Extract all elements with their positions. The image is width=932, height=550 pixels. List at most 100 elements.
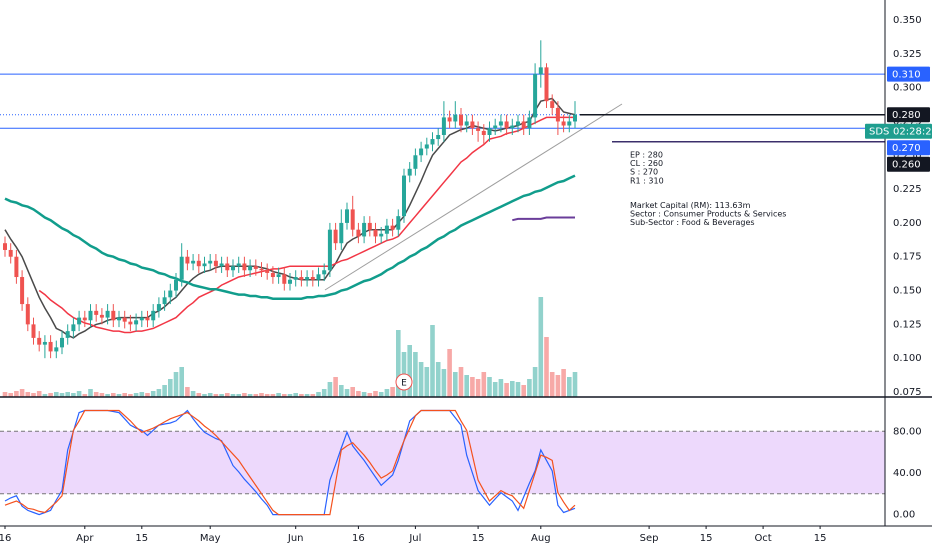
level-box	[887, 66, 930, 82]
candle-body	[117, 317, 121, 321]
volume-bar	[356, 391, 361, 397]
x-tick-label: Jul	[408, 533, 421, 544]
volume-bar	[475, 379, 481, 397]
candle-body	[185, 256, 190, 264]
candle-body	[419, 148, 424, 156]
candle-body	[316, 274, 321, 280]
candle-body	[162, 297, 167, 305]
volume-bar	[31, 393, 36, 397]
y-tick-label: 0.300	[893, 83, 922, 94]
candle-body	[174, 279, 178, 291]
candle-body	[14, 256, 19, 278]
x-tick-label: 15	[472, 533, 485, 544]
volume-bar	[99, 393, 105, 397]
level-box	[887, 140, 930, 156]
candle-body	[459, 114, 463, 126]
candle-body	[447, 117, 452, 122]
candle-body	[202, 263, 207, 267]
candle-body	[139, 317, 144, 321]
symbol-box	[865, 123, 932, 139]
candle-body	[373, 229, 378, 237]
candle-body	[156, 304, 161, 311]
candle-body	[390, 225, 395, 230]
y-tick-label: 0.200	[893, 218, 922, 229]
y-tick-label: 0.125	[893, 319, 922, 330]
x-tick-label: Apr	[76, 533, 94, 544]
y-tick-label: 0.325	[893, 49, 922, 60]
candle-body	[345, 209, 349, 223]
volume-bar	[561, 369, 566, 397]
candle-body	[111, 310, 116, 321]
volume-bar	[316, 392, 321, 397]
volume-bar	[310, 394, 316, 397]
volume-bar	[441, 369, 447, 397]
volume-bar	[544, 337, 549, 397]
volume-bar	[487, 377, 492, 397]
volume-bar	[339, 385, 344, 397]
candle-body	[225, 263, 230, 271]
volume-bar	[71, 393, 76, 397]
moving-average	[38, 116, 575, 334]
moving-average	[4, 174, 576, 300]
stoch-band	[0, 431, 885, 494]
volume-bar	[133, 393, 139, 397]
volume-bar	[19, 389, 25, 397]
candle-body	[555, 107, 560, 122]
candle-body	[168, 290, 173, 298]
volume-bar	[304, 394, 310, 397]
volume-bar	[282, 394, 287, 397]
candle-body	[493, 125, 498, 129]
candle-body	[282, 274, 287, 284]
volume-bar	[350, 387, 355, 397]
volume-bar	[555, 375, 561, 397]
candle-body	[424, 144, 429, 149]
volume-bar	[219, 394, 224, 397]
candle-body	[288, 279, 292, 284]
candle-body	[561, 121, 566, 126]
candle-body	[231, 266, 235, 271]
volume-bar	[481, 372, 487, 397]
stoch-tick-label: 80.00	[893, 426, 922, 437]
volume-bar	[207, 393, 213, 397]
candle-body	[128, 321, 133, 325]
volume-bar	[25, 392, 31, 397]
candle-body	[487, 128, 492, 135]
candle-body	[196, 260, 201, 267]
candle-body	[191, 260, 196, 264]
volume-bar	[453, 372, 458, 397]
volume-bar	[65, 392, 70, 397]
volume-bar	[293, 393, 298, 397]
candle-body	[550, 101, 555, 108]
candle-body	[236, 263, 241, 267]
candle-body	[333, 229, 338, 244]
candle-body	[470, 121, 475, 129]
candle-body	[25, 304, 30, 325]
volume-bar	[82, 394, 88, 397]
candle-body	[8, 249, 13, 257]
volume-bar	[470, 377, 475, 397]
volume-bar	[276, 393, 281, 397]
candle-body	[94, 310, 99, 315]
level-box-label: 0.260	[892, 160, 921, 171]
candle-body	[253, 266, 258, 269]
y-tick-label: 0.075	[893, 387, 922, 398]
volume-bar	[196, 393, 202, 397]
candle-body	[276, 274, 281, 278]
x-tick-label: Aug	[531, 533, 551, 544]
volume-bar	[48, 393, 53, 397]
x-tick-label: Jun	[287, 533, 304, 544]
volume-bar	[230, 394, 236, 397]
candle-body	[436, 134, 441, 140]
volume-bar	[111, 393, 116, 397]
axis-bg	[885, 0, 932, 550]
level-box-label: 0.310	[892, 70, 921, 81]
candle-body	[42, 341, 47, 345]
volume-bar	[515, 382, 521, 397]
candle-body	[179, 256, 184, 280]
countdown-label: 02:28:26	[893, 127, 932, 138]
volume-bar	[504, 383, 509, 397]
candle-body	[37, 337, 42, 345]
volume-bar	[54, 392, 59, 397]
volume-bar	[435, 362, 441, 397]
